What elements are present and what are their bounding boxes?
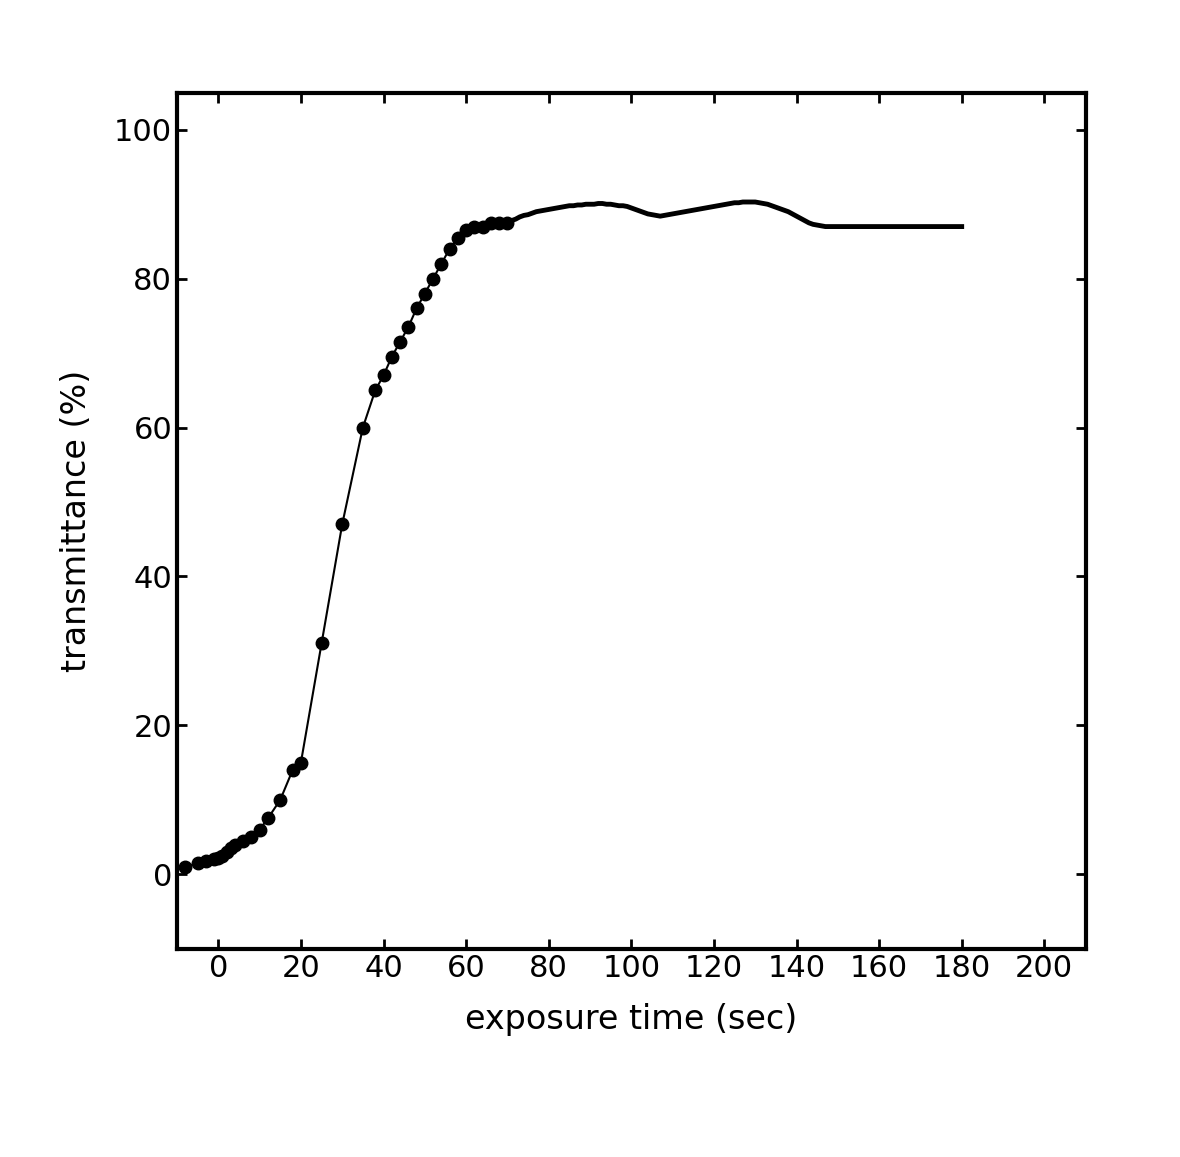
X-axis label: exposure time (sec): exposure time (sec)	[465, 1003, 798, 1037]
Y-axis label: transmittance (%): transmittance (%)	[60, 369, 93, 672]
